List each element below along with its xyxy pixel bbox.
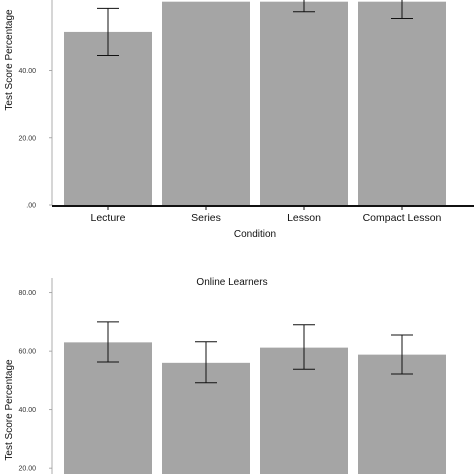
top-chart: .00 20.00 40.00 Lecture Series Lesson Compact… bbox=[4, 0, 474, 240]
bot-y-tick-label: 80.00 bbox=[18, 290, 36, 297]
top-y-tick-label: 20.00 bbox=[18, 135, 36, 142]
top-bar bbox=[260, 1, 348, 205]
bottom-y-axis-title: Test Score Percentage bbox=[4, 359, 15, 461]
bot-y-tick-label: 40.00 bbox=[18, 407, 36, 414]
top-y-tick-label: 40.00 bbox=[18, 68, 36, 75]
top-category-label: Series bbox=[191, 212, 221, 224]
top-y-tick-label: .00 bbox=[26, 203, 36, 210]
top-bar bbox=[358, 1, 446, 205]
bot-bar bbox=[358, 354, 446, 474]
top-y-axis-title: Test Score Percentage bbox=[4, 9, 15, 111]
top-category-label: Compact Lesson bbox=[363, 212, 442, 224]
bottom-chart: 20.00 40.00 60.00 80.00 Online Learners Tes… bbox=[4, 277, 446, 474]
bot-y-tick-label: 20.00 bbox=[18, 466, 36, 473]
top-x-axis-title: Condition bbox=[234, 229, 276, 240]
top-bar bbox=[64, 31, 152, 206]
bot-y-tick-label: 60.00 bbox=[18, 349, 36, 356]
bot-bar bbox=[64, 342, 152, 474]
bottom-chart-title: Online Learners bbox=[196, 277, 267, 288]
top-category-label: Lecture bbox=[90, 212, 125, 224]
top-category-label: Lesson bbox=[287, 212, 321, 224]
top-bar bbox=[162, 1, 250, 205]
